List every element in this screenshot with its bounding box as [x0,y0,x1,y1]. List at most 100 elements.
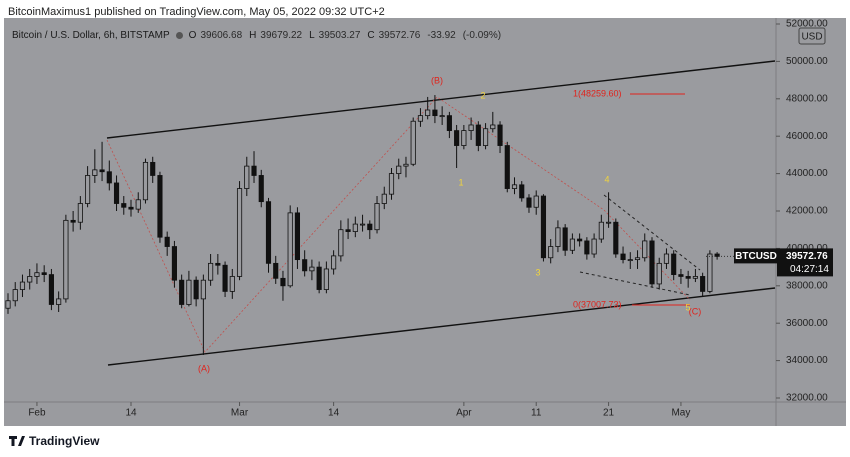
candle-body [179,279,185,305]
symbol-title: Bitcoin / U.S. Dollar, 6h, BITSTAMP [12,30,170,41]
x-tick-label: 21 [603,408,615,419]
candle-body [613,221,619,255]
candle-body [663,253,670,264]
wave-label: 1(48259.60) [573,88,622,98]
candle-body [302,259,308,272]
drawings [106,60,776,366]
candle-body [482,128,489,146]
candle-body [417,115,424,122]
candle-body [569,238,575,251]
candle-body [352,223,358,232]
x-tick-label: 14 [125,408,137,419]
candle-body [316,266,322,290]
ohlc-value: 39606.68 [200,30,243,41]
footer-logo: TradingView [9,434,100,448]
candle-body [707,253,713,292]
candle-body [410,120,416,165]
candle-body [273,262,279,279]
x-tick-label: Mar [231,408,249,419]
wave-label: 4 [604,174,609,184]
candle-body [656,262,662,285]
candle-body [714,253,720,257]
candle-body [244,165,250,189]
candle-body [620,253,626,261]
candle-body [700,276,706,292]
wave-label: 5 [685,302,690,312]
ohlc-label: O [188,30,197,41]
candle-body [403,163,409,167]
wedge-upper [603,194,701,271]
wedge-lower [579,271,691,296]
x-tick-label: 14 [328,408,340,419]
wave-label: 0(37007.73) [573,299,622,309]
candle-body [497,124,503,146]
wave-label: (B) [431,75,443,85]
y-tick-label: 42000.00 [786,206,828,217]
ohlc-value: 39572.76 [378,30,421,41]
ohlc-label: L [309,30,315,41]
status-dot [175,32,183,39]
candle-body [222,264,228,292]
candle-body [150,161,156,176]
candle-body [504,145,510,189]
wave-label: 1 [458,177,463,187]
candle-body [56,298,62,305]
candle-body [671,253,677,275]
candle-body [345,229,351,232]
candle-body [454,130,460,146]
chart-background [4,18,846,426]
candle-body [685,276,691,279]
legend: Bitcoin / U.S. Dollar, 6h, BITSTAMP O 396… [12,30,504,41]
candle-body [265,201,272,264]
candle-body [374,203,380,231]
countdown-label: 04:27:14 [790,264,829,275]
candle-body [27,276,33,283]
wave-label: 2 [480,90,485,100]
candle-body [432,109,438,117]
y-tick-label: 52000.00 [786,19,828,30]
candle-body [92,169,98,176]
ohlc-label: C [367,30,375,41]
candle-body [229,276,235,292]
candle-body [642,240,648,259]
wave-label: (C) [689,306,702,316]
candle-body [157,175,163,238]
candle-body [634,257,641,261]
candle-body [649,240,655,285]
candle-body [121,203,127,208]
change-value: -33.92 [427,30,456,41]
candle-body [63,219,69,300]
y-tick-label: 36000.00 [786,318,828,329]
y-tick-label: 44000.00 [786,168,828,179]
candle-body [381,193,387,204]
candle-body [208,262,214,281]
candle-body [577,238,583,242]
y-tick-label: 32000.00 [786,393,828,404]
ohlc-value: 39503.27 [318,30,361,41]
candle-body [331,255,337,270]
symbol-label: BTCUSD [735,251,777,262]
x-tick-label: Feb [28,408,46,419]
candle-body [5,300,11,309]
wave-path [106,96,691,353]
candle-body [425,109,431,117]
candle-body [280,277,286,287]
candle-body [533,195,539,208]
candle-body [388,173,395,195]
candle-body [359,223,366,226]
candle-body [678,274,684,277]
candle-body [164,236,170,247]
lower-trendline [107,287,776,366]
candle-body [519,184,525,199]
candle-body [236,188,243,277]
candle-body [511,184,518,189]
symbol-badge [734,248,777,264]
candle-body [19,281,26,290]
last-price-label: 39572.76 [786,251,828,262]
candle-body [142,161,149,201]
candle-body [526,197,532,208]
x-tick-label: 11 [531,408,542,419]
footer-brand: TradingView [29,434,100,448]
